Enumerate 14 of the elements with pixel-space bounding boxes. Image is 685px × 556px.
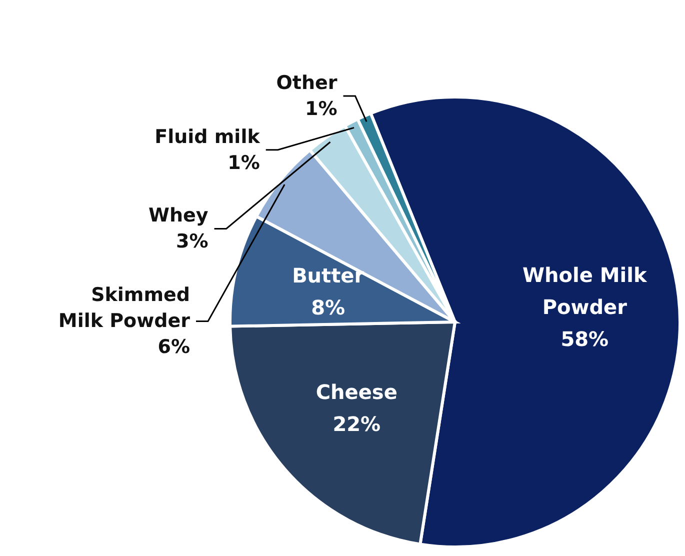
slice-label: Butter — [292, 264, 364, 288]
slice-label: Whey — [148, 204, 209, 227]
data-label: 3% — [176, 230, 208, 253]
data-label: 1% — [228, 152, 260, 174]
data-label: 58% — [560, 327, 609, 352]
data-label: 1% — [304, 98, 338, 120]
slice-label: Whole Milk Powder — [522, 263, 648, 320]
data-label: 6% — [158, 336, 190, 358]
slice-label: Cheese — [316, 380, 398, 404]
slice-label: Fluid milk — [154, 126, 260, 148]
slice-label: Other — [276, 72, 338, 94]
data-label: 8% — [311, 296, 346, 320]
slice-label: Skimmed Milk Powder — [58, 284, 191, 332]
data-label: 22% — [332, 412, 381, 436]
